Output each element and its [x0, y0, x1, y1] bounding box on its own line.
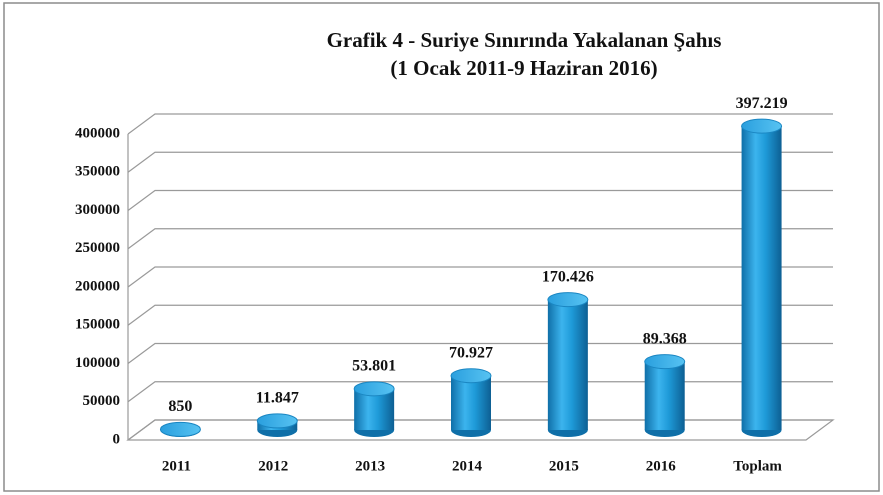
- grid-line: [127, 266, 833, 288]
- grid-line: [127, 342, 833, 364]
- bar: [451, 375, 491, 430]
- value-label: 850: [168, 398, 192, 415]
- value-label: 11.847: [256, 390, 299, 407]
- grid-line: [127, 113, 833, 135]
- y-tick-label: 0: [113, 431, 121, 447]
- x-tick-label: Toplam: [733, 458, 782, 474]
- value-label: 89.368: [643, 330, 687, 347]
- bar: [644, 361, 685, 430]
- bar-top: [547, 292, 589, 308]
- grid-line: [127, 304, 833, 326]
- x-tick-label: 2016: [646, 458, 677, 474]
- bar-top: [741, 118, 783, 134]
- grid-line: [127, 381, 833, 403]
- grid-line: [127, 151, 833, 173]
- bar-top: [353, 381, 395, 397]
- y-tick-label: 400000: [75, 125, 120, 141]
- x-tick-label: 2015: [549, 458, 579, 474]
- bar-top: [159, 421, 201, 437]
- chart-frame: [3, 2, 880, 492]
- x-tick-label: 2011: [162, 458, 191, 474]
- y-tick-label: 350000: [75, 164, 120, 180]
- x-tick-label: 2013: [355, 458, 385, 474]
- grid-line: [127, 189, 833, 211]
- y-tick-label: 100000: [75, 355, 120, 371]
- bar: [741, 126, 782, 430]
- x-tick-label: 2014: [452, 458, 483, 474]
- y-tick-label: 300000: [75, 202, 120, 218]
- bar-top: [644, 354, 686, 370]
- x-tick-label: 2012: [258, 458, 288, 474]
- chart-title: Grafik 4 - Suriye Sınırında Yakalanan Şa…: [327, 28, 722, 52]
- value-label: 53.801: [352, 358, 396, 375]
- grid-line: [127, 228, 833, 250]
- y-tick-label: 150000: [75, 317, 120, 333]
- bar-top: [450, 368, 492, 384]
- bar-top: [256, 413, 298, 429]
- value-label: 397.219: [736, 95, 788, 112]
- chart-subtitle: (1 Ocak 2011-9 Haziran 2016): [390, 56, 657, 80]
- value-label: 170.426: [542, 268, 594, 285]
- bar: [547, 299, 588, 430]
- grid-line: [127, 419, 833, 441]
- y-tick-label: 200000: [75, 278, 120, 294]
- y-tick-label: 50000: [83, 393, 121, 409]
- value-label: 70.927: [449, 344, 493, 361]
- y-tick-label: 250000: [75, 240, 120, 256]
